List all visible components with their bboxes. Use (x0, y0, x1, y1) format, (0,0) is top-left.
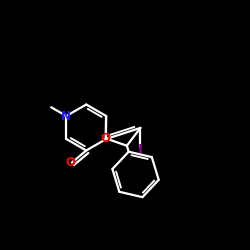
Text: O: O (65, 156, 75, 169)
Text: N: N (61, 110, 71, 122)
Text: O: O (101, 132, 111, 145)
Text: I: I (138, 143, 143, 156)
